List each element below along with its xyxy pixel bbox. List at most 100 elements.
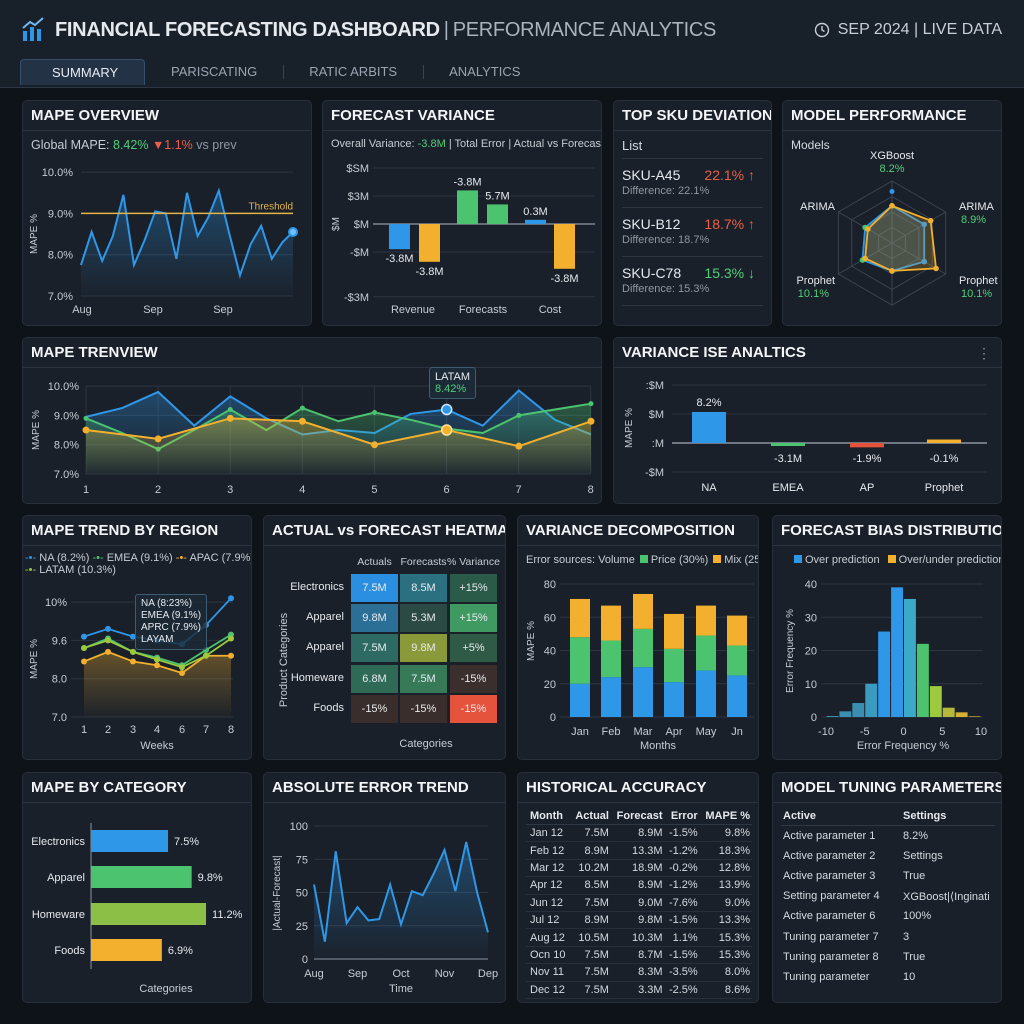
y-tick-label: :M bbox=[652, 438, 664, 450]
heatmap-cell[interactable]: 5.3M bbox=[400, 604, 447, 633]
legend-item-latam[interactable]: -•- LATAM (10.3%) bbox=[25, 564, 116, 576]
table-cell: 8.9M bbox=[610, 824, 665, 843]
table-cell: 8.6% bbox=[699, 981, 752, 999]
table-header: Month Actual Forecast Error MAPE % bbox=[526, 807, 752, 825]
table-row[interactable]: Apr 12 8.5M 8.9M -1.2% 13.9% bbox=[526, 876, 752, 895]
y-axis-label: MAPE % bbox=[29, 214, 40, 254]
table-cell: -2.5% bbox=[664, 981, 700, 999]
y-tick-label: 10% bbox=[45, 597, 67, 609]
legend-label: NA (8.2%) bbox=[39, 552, 90, 564]
table-row[interactable]: Jun 12 7.5M 9.0M -7.6% 9.0% bbox=[526, 894, 752, 912]
heatmap-cell[interactable]: 6.8M bbox=[351, 664, 398, 693]
table-row[interactable]: Aug 12 10.5M 10.3M 1.1% 15.3% bbox=[526, 928, 752, 947]
y-tick-label: 7.0% bbox=[48, 291, 73, 303]
heatmap-panel: ACTUAL vs FORECAST HEATMAP Actuals Foreca… bbox=[263, 515, 506, 760]
table-cell: -3.5% bbox=[664, 963, 700, 982]
y-axis-label: |Actual-Forecast| bbox=[272, 855, 283, 930]
mape-line-fill bbox=[81, 190, 293, 296]
chart-tooltip: LATAM 8.42% bbox=[429, 367, 477, 399]
y-tick-label: $M bbox=[649, 409, 664, 421]
sku-item[interactable]: SKU-C78 15.3% ↓ Difference: 15.3% bbox=[622, 257, 763, 306]
trend-point bbox=[226, 414, 234, 422]
heatmap-row-label: Electronics bbox=[290, 581, 344, 593]
column-header: Error bbox=[664, 807, 700, 825]
bar-value-label: -3.8M bbox=[550, 273, 578, 285]
parameter-row[interactable]: Tuning parameter 7 3 bbox=[781, 926, 995, 946]
legend-label: Over/under prediction bbox=[898, 554, 1002, 566]
region-point bbox=[130, 648, 136, 655]
table-row[interactable]: Ocn 10 7.5M 8.7M -1.5% 15.3% bbox=[526, 946, 752, 965]
table-cell: 15.3% bbox=[699, 946, 752, 965]
parameter-row[interactable]: Active parameter 6 100% bbox=[781, 906, 995, 926]
sku-item[interactable]: SKU-A45 22.1% ↑ Difference: 22.1% bbox=[622, 159, 763, 208]
heatmap-cell[interactable]: -15% bbox=[400, 694, 447, 723]
x-tick-label: 2 bbox=[155, 484, 161, 496]
tab-analytics[interactable]: ANALYTICS bbox=[423, 59, 546, 85]
x-tick-label: 0 bbox=[900, 726, 906, 738]
heatmap-cell[interactable]: +5% bbox=[450, 634, 497, 663]
y-tick-label: $SM bbox=[346, 163, 369, 175]
table-cell: Jun 12 bbox=[526, 894, 571, 912]
heatmap-cell[interactable]: 9.8M bbox=[400, 634, 447, 663]
sku-diff: Difference: 18.7% bbox=[622, 234, 710, 246]
legend-item-emea[interactable]: -•- EMEA (9.1%) bbox=[92, 552, 173, 564]
tab-summary[interactable]: SUMMARY bbox=[20, 59, 145, 85]
title-separator: | bbox=[443, 19, 449, 41]
trend-point bbox=[588, 401, 594, 407]
tab-pariscating[interactable]: PARISCATING bbox=[171, 64, 258, 79]
panel-title: ACTUAL vs FORECAST HEATMAP bbox=[264, 516, 505, 546]
heatmap-cell[interactable]: 7.5M bbox=[400, 664, 447, 693]
parameter-row[interactable]: Tuning parameter 8 True bbox=[781, 947, 995, 967]
column-header: Settings bbox=[901, 807, 995, 826]
legend-item-apac[interactable]: -•- APAC (7.9%) bbox=[176, 552, 251, 564]
heatmap-cell[interactable]: -15% bbox=[351, 694, 398, 723]
histogram-bar bbox=[891, 587, 903, 717]
mape-delta-suffix: vs prev bbox=[196, 138, 237, 152]
heatmap-cell[interactable]: 7.5M bbox=[351, 574, 398, 602]
parameter-row[interactable]: Tuning parameter 10 bbox=[781, 967, 995, 987]
heatmap-cell[interactable]: -15% bbox=[450, 694, 497, 723]
y-tick-label: 9.0% bbox=[54, 410, 79, 422]
table-row[interactable]: Jul 12 8.9M 9.8M -1.5% 13.3% bbox=[526, 911, 752, 930]
heatmap-cell[interactable]: +15% bbox=[450, 604, 497, 633]
table-cell: -1.2% bbox=[664, 876, 700, 895]
parameter-row[interactable]: Active parameter 2 Settings bbox=[781, 846, 995, 866]
variance-bar bbox=[487, 204, 508, 224]
table-row[interactable]: Mar 12 10.2M 18.9M -0.2% 12.8% bbox=[526, 859, 752, 878]
sku-name: SKU-C78 bbox=[622, 265, 682, 281]
more-vertical-icon[interactable]: ⋮ bbox=[977, 345, 991, 361]
heatmap-cell[interactable]: 7.5M bbox=[351, 634, 398, 663]
table-row[interactable]: Jan 12 7.5M 8.9M -1.5% 9.8% bbox=[526, 824, 752, 843]
table-cell: 13.3M bbox=[610, 841, 665, 860]
heatmap-cell[interactable]: -15% bbox=[450, 664, 497, 693]
tab-ratic-arbits[interactable]: RATIC ARBITS bbox=[283, 59, 423, 85]
parameter-row[interactable]: Active parameter 1 8.2% bbox=[781, 826, 995, 846]
bar-value-label: 8.2% bbox=[696, 397, 721, 409]
table-row[interactable]: Nov 11 7.5M 8.3M -3.5% 8.0% bbox=[526, 963, 752, 982]
table-cell: 13.3% bbox=[699, 911, 752, 930]
heatmap-cell[interactable]: +15% bbox=[450, 574, 497, 602]
parameter-row[interactable]: Active parameter 3 True bbox=[781, 866, 995, 886]
tuning-table: Active Settings Active parameter 1 8.2% Acti… bbox=[781, 807, 995, 987]
table-cell: 8.9M bbox=[570, 841, 611, 860]
sku-name: SKU-A45 bbox=[622, 167, 681, 183]
heatmap-cell[interactable]: 9.8M bbox=[351, 604, 398, 633]
table-row[interactable]: Feb 12 8.9M 13.3M -1.2% 18.3% bbox=[526, 841, 752, 860]
heatmap-cell[interactable]: 8.5M bbox=[400, 574, 447, 602]
table-cell: 1.1% bbox=[664, 928, 700, 947]
table-row[interactable]: Dec 12 7.5M 3.3M -2.5% 8.6% bbox=[526, 981, 752, 999]
column-header: Month bbox=[526, 807, 571, 825]
x-tick-label: Aug bbox=[72, 304, 92, 316]
table-cell: 3.3M bbox=[610, 981, 665, 999]
trend-line bbox=[85, 417, 592, 448]
table-cell: 7.5M bbox=[570, 981, 611, 999]
y-axis-label: MAPE % bbox=[29, 639, 40, 679]
panel-title: HISTORICAL ACCURACY bbox=[518, 773, 758, 803]
x-tick-label: 3 bbox=[227, 484, 233, 496]
parameter-row[interactable]: Setting parameter 4 XGBoost|⟨Inginati bbox=[781, 886, 995, 906]
y-tick-label: 25 bbox=[296, 921, 308, 933]
legend-item-na[interactable]: -•- NA (8.2%) bbox=[25, 552, 90, 564]
sku-item[interactable]: SKU-B12 18.7% ↑ Difference: 18.7% bbox=[622, 208, 763, 257]
heatmap-x-label: Categories bbox=[399, 738, 453, 750]
x-tick-label: 7 bbox=[516, 484, 522, 496]
